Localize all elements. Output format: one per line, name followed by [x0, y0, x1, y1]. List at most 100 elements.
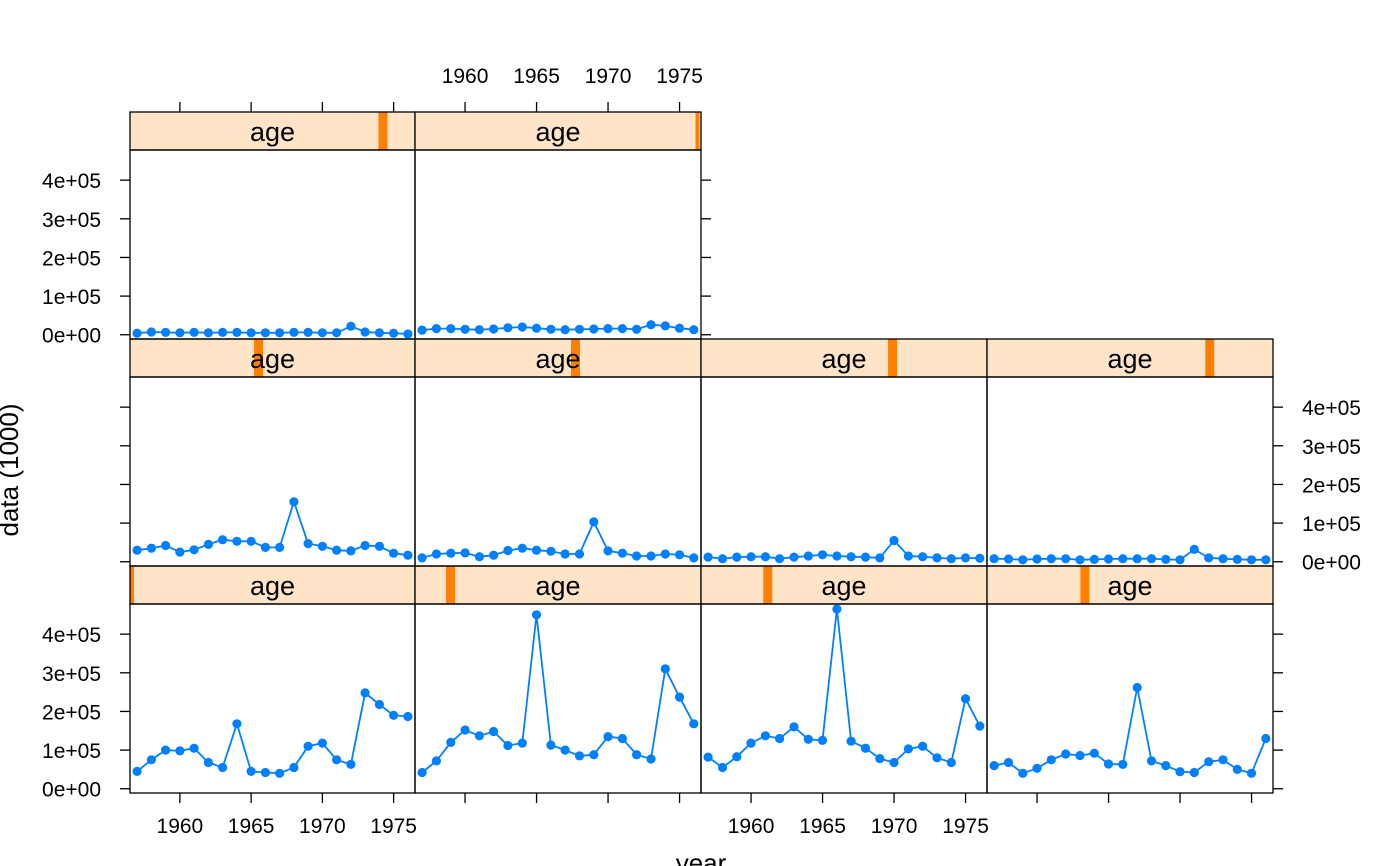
strip-level-bar: [446, 566, 456, 604]
strip-label: age: [535, 344, 580, 374]
strip-level-bar: [1205, 339, 1215, 377]
panel-border: [414, 149, 702, 340]
data-point: [374, 541, 384, 551]
data-point: [1246, 555, 1257, 565]
data-point: [260, 767, 270, 778]
data-point: [946, 554, 956, 564]
strip-level-bar: [763, 566, 773, 604]
strip-level-bar: [378, 112, 388, 150]
y-tick-label: 1e+05: [1302, 513, 1361, 536]
y-tick-label: 4e+05: [42, 624, 101, 647]
data-point: [989, 761, 999, 771]
data-point: [531, 323, 542, 333]
data-point: [289, 497, 299, 507]
data-point: [832, 551, 842, 561]
x-axis-label: year: [676, 848, 727, 866]
data-point: [1018, 768, 1028, 778]
data-point: [589, 517, 599, 527]
data-point: [674, 692, 685, 702]
data-point: [918, 552, 928, 562]
data-point: [175, 547, 185, 557]
data-point: [403, 550, 413, 560]
panel-1: age: [129, 565, 416, 794]
data-point: [717, 554, 728, 564]
data-point: [760, 552, 771, 562]
series-line: [421, 614, 695, 774]
data-point: [1175, 767, 1185, 777]
data-point: [403, 711, 413, 722]
series-line: [136, 691, 408, 775]
data-point: [446, 737, 456, 748]
strip-label: age: [535, 571, 580, 601]
data-point: [1189, 544, 1199, 555]
data-point: [603, 732, 613, 742]
data-point: [674, 550, 685, 560]
data-point: [517, 322, 527, 332]
data-point: [1189, 767, 1199, 778]
strip-background: [987, 339, 1273, 377]
y-tick-label: 0e+00: [1302, 552, 1361, 575]
panel-5: age: [129, 338, 416, 567]
data-point: [489, 726, 499, 737]
data-point: [517, 543, 527, 553]
data-point: [218, 762, 228, 773]
data-point: [789, 722, 799, 732]
data-point: [346, 759, 356, 770]
data-point: [989, 554, 999, 564]
data-point: [960, 553, 971, 563]
data-point: [1046, 755, 1056, 765]
data-point: [474, 731, 484, 741]
data-point: [175, 746, 185, 756]
data-point: [317, 738, 327, 748]
data-point: [1246, 768, 1257, 778]
data-point: [560, 745, 570, 755]
strip-label: age: [535, 117, 580, 147]
data-point: [1261, 733, 1271, 744]
data-point: [646, 551, 656, 561]
data-point: [1204, 757, 1214, 767]
panel-border: [986, 603, 1274, 794]
strip-label: age: [250, 344, 295, 374]
data-point: [317, 541, 327, 551]
data-point: [603, 546, 613, 556]
data-point: [1118, 759, 1128, 770]
x-tick-label: 1960: [442, 65, 489, 88]
data-point: [1032, 763, 1042, 773]
data-point: [531, 545, 542, 555]
data-point: [932, 753, 942, 763]
y-tick-label: 3e+05: [42, 209, 101, 232]
y-axis-label: data (1000): [0, 404, 24, 537]
strip-label: age: [1107, 344, 1152, 374]
data-point: [232, 536, 242, 546]
data-point: [646, 754, 656, 764]
data-point: [903, 744, 914, 754]
data-point: [1261, 555, 1271, 565]
data-point: [132, 328, 142, 338]
y-tick-label: 1e+05: [42, 740, 101, 763]
data-point: [703, 752, 713, 762]
x-tick-label: 1965: [799, 815, 846, 838]
data-point: [1218, 755, 1228, 765]
data-point: [1161, 761, 1171, 771]
data-point: [503, 545, 513, 556]
data-point: [246, 328, 256, 338]
data-point: [875, 553, 885, 563]
strip-label: age: [250, 117, 295, 147]
strip-level-bar: [130, 566, 134, 604]
strip-level-bar: [254, 339, 264, 377]
data-point: [846, 552, 856, 562]
data-point: [431, 549, 441, 559]
data-point: [732, 552, 742, 562]
data-point: [560, 549, 570, 559]
panel-7: age: [700, 338, 988, 567]
strip-level-bar: [695, 112, 700, 150]
data-point: [546, 546, 556, 556]
data-point: [203, 328, 213, 338]
data-point: [218, 327, 228, 337]
data-point: [146, 543, 156, 553]
y-tick-label: 2e+05: [42, 701, 101, 724]
data-point: [146, 755, 156, 765]
data-point: [161, 327, 171, 337]
data-point: [1089, 748, 1099, 758]
y-tick-label: 2e+05: [1302, 474, 1361, 497]
